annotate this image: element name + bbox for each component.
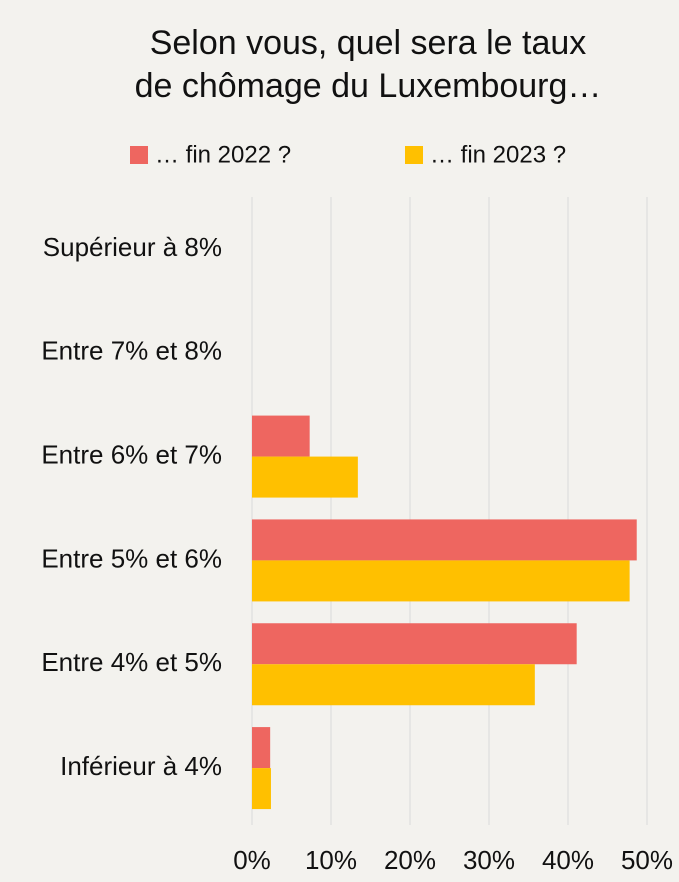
bar	[252, 519, 637, 561]
x-tick-label: 50%	[621, 845, 673, 875]
x-tick-label: 10%	[305, 845, 357, 875]
y-tick-label: Supérieur à 8%	[43, 232, 222, 262]
x-tick-label: 40%	[542, 845, 594, 875]
legend-label: … fin 2022 ?	[155, 141, 291, 168]
bar	[252, 456, 358, 498]
x-tick-label: 0%	[233, 845, 271, 875]
legend-swatch	[130, 146, 148, 164]
bar	[252, 623, 577, 665]
legend-swatch	[405, 146, 423, 164]
y-tick-label: Entre 5% et 6%	[41, 543, 222, 573]
chart-title: de chômage du Luxembourg…	[135, 67, 602, 105]
y-tick-label: Entre 4% et 5%	[41, 647, 222, 677]
chart-title: Selon vous, quel sera le taux	[150, 24, 587, 62]
legend-label: … fin 2023 ?	[430, 141, 566, 168]
y-tick-label: Entre 6% et 7%	[41, 439, 222, 469]
bar	[252, 768, 271, 810]
bar	[252, 664, 535, 706]
x-tick-label: 30%	[463, 845, 515, 875]
y-tick-label: Entre 7% et 8%	[41, 336, 222, 366]
x-tick-label: 20%	[384, 845, 436, 875]
y-tick-label: Inférieur à 4%	[60, 751, 222, 781]
bar	[252, 727, 271, 769]
bar	[252, 560, 630, 602]
bar	[252, 415, 310, 457]
